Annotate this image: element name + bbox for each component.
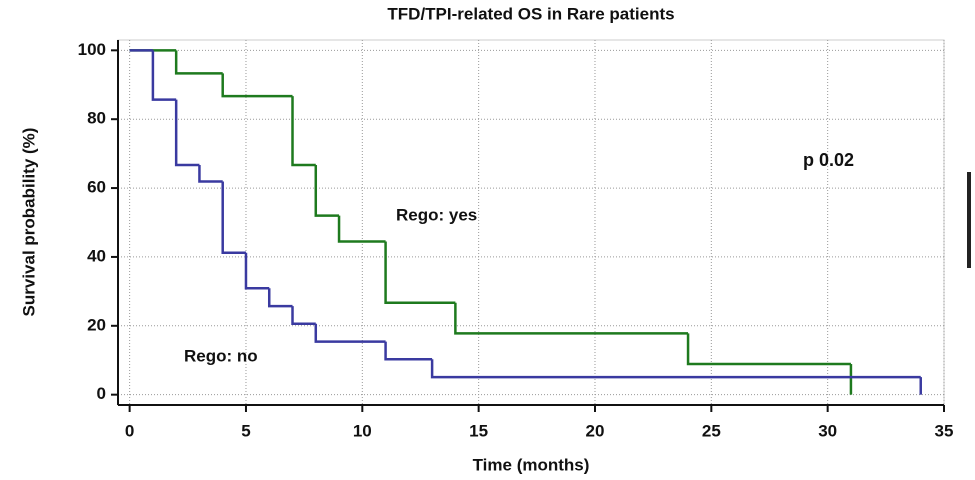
survival-step: [430, 359, 921, 379]
survival-step: [198, 164, 223, 183]
survival-step: [151, 50, 177, 101]
survival-step: [291, 306, 316, 325]
survival-step: [384, 341, 433, 361]
series-label: Rego: yes: [396, 205, 477, 224]
chart-title: TFD/TPI-related OS in Rare patients: [387, 4, 674, 23]
edge-artifact: [967, 172, 971, 268]
x-tick-label: 30: [818, 421, 837, 440]
y-tick-label: 0: [97, 384, 106, 403]
survival-step: [454, 302, 689, 335]
annotation: p 0.02: [803, 150, 854, 170]
survival-step: [384, 241, 456, 304]
y-axis-label: Survival probability (%): [19, 128, 38, 317]
survival-step: [337, 215, 386, 243]
survival-step: [174, 50, 223, 75]
y-tick-label: 80: [87, 109, 106, 128]
x-tick-label: 20: [586, 421, 605, 440]
survival-step: [221, 73, 293, 98]
survival-step: [221, 181, 246, 255]
survival-step: [244, 252, 270, 290]
survival-step: [314, 164, 340, 217]
survival-step: [686, 333, 851, 366]
x-tick-label: 5: [241, 421, 250, 440]
y-tick-label: 20: [87, 315, 106, 334]
x-tick-label: 0: [125, 421, 134, 440]
x-tick-label: 10: [353, 421, 372, 440]
survival-step: [314, 323, 386, 343]
survival-step: [291, 96, 316, 167]
x-tick-label: 25: [702, 421, 721, 440]
y-tick-label: 100: [78, 40, 106, 59]
x-tick-label: 15: [469, 421, 488, 440]
y-tick-label: 40: [87, 246, 106, 265]
x-tick-label: 35: [935, 421, 954, 440]
series-label: Rego: no: [184, 346, 258, 365]
y-tick-label: 60: [87, 178, 106, 197]
survival-step: [174, 99, 200, 167]
x-axis-label: Time (months): [473, 455, 590, 474]
survival-step: [267, 288, 293, 308]
